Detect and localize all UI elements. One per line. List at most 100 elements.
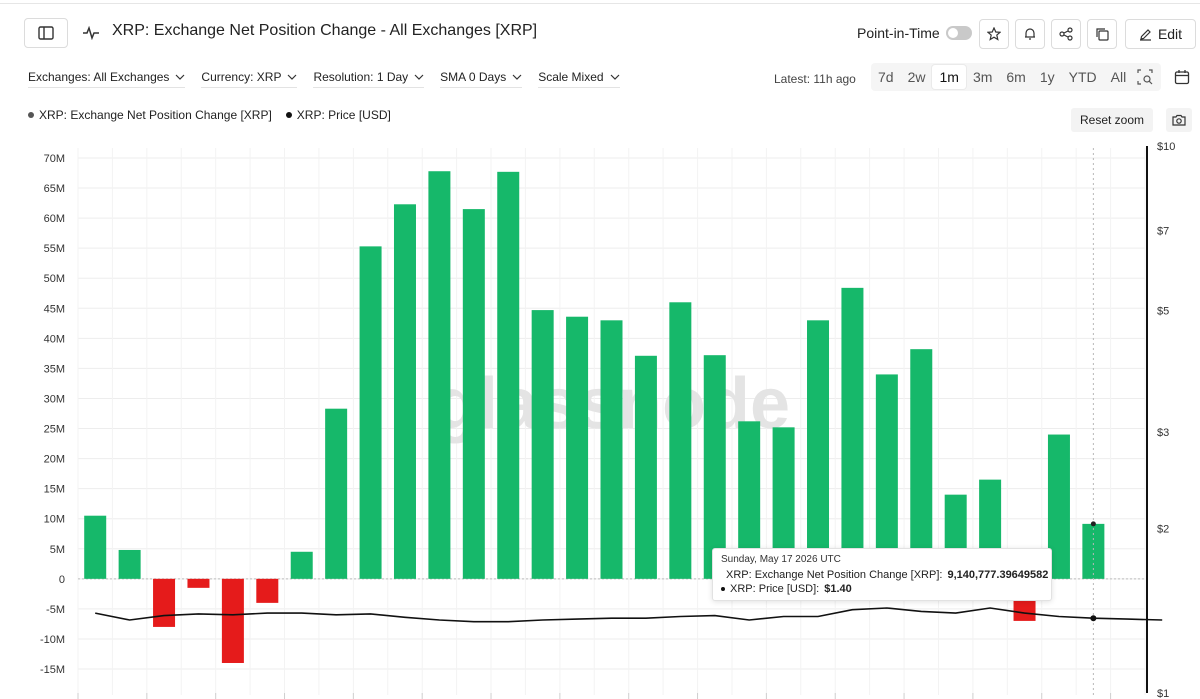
screenshot-button[interactable] — [1166, 108, 1192, 132]
price-line — [95, 607, 1163, 623]
y-left-tick-label: -10M — [40, 634, 65, 646]
y-left-tick-label: 0 — [59, 574, 65, 586]
y-right-tick-label: $1 — [1157, 688, 1169, 699]
tooltip-date: Sunday, May 17 2026 UTC — [721, 554, 841, 565]
reset-zoom-button[interactable]: Reset zoom — [1071, 108, 1153, 132]
y-left-tick-label: 10M — [44, 514, 65, 526]
range-ytd[interactable]: YTD — [1068, 69, 1097, 85]
bar — [600, 320, 623, 579]
y-left-tick-label: 20M — [44, 454, 65, 466]
range-3m[interactable]: 3m — [972, 69, 993, 85]
scale-dropdown[interactable]: Scale Mixed — [538, 70, 620, 88]
bar — [118, 549, 141, 579]
sidebar-toggle-button[interactable] — [24, 18, 68, 48]
edit-button[interactable]: Edit — [1125, 19, 1196, 49]
y-right-tick-label: $3 — [1157, 427, 1169, 439]
hover-marker-price — [1090, 615, 1097, 622]
bar — [807, 320, 830, 579]
share-button[interactable] — [1051, 19, 1081, 49]
bars — [84, 171, 1105, 663]
exchanges-dropdown-label: Exchanges: All Exchanges — [28, 69, 170, 84]
chevron-down-icon — [414, 74, 424, 80]
chart-legend: XRP: Exchange Net Position Change [XRP] … — [28, 108, 391, 122]
bar — [875, 374, 898, 579]
legend-dot — [28, 112, 34, 118]
alert-button[interactable] — [1015, 19, 1045, 49]
legend-item-net-position[interactable]: XRP: Exchange Net Position Change [XRP] — [28, 108, 272, 122]
bar — [393, 204, 416, 579]
bar — [1047, 434, 1070, 579]
zoom-select-icon[interactable] — [1137, 69, 1153, 85]
bar — [428, 171, 451, 579]
y-right-tick-label: $10 — [1157, 141, 1175, 153]
exchanges-dropdown[interactable]: Exchanges: All Exchanges — [28, 69, 186, 88]
camera-icon — [1172, 114, 1186, 126]
range-all[interactable]: All — [1110, 69, 1127, 85]
range-6m[interactable]: 6m — [1006, 69, 1026, 85]
axes: 70M 65M 60M 55M 50M 45M 40M 35M 30M 25M 20M 15M 10M 5… — [40, 141, 1175, 699]
calendar-button[interactable] — [1168, 63, 1196, 91]
y-right-tick-label: $7 — [1157, 226, 1169, 238]
time-range-selector: 7d 2w 1m 3m 6m 1y YTD All — [871, 63, 1161, 91]
bar — [153, 578, 176, 627]
point-in-time-label: Point-in-Time — [857, 25, 940, 41]
bar — [1082, 523, 1105, 579]
bar — [290, 551, 313, 579]
currency-dropdown-label: Currency: XRP — [201, 69, 282, 84]
y-left-tick-label: 30M — [44, 393, 65, 405]
page-title: XRP: Exchange Net Position Change - All … — [112, 22, 538, 39]
hover-markers — [1090, 148, 1097, 695]
filter-bar: Exchanges: All Exchanges Currency: XRP R… — [28, 70, 636, 88]
y-left-tick-label: -15M — [40, 664, 65, 676]
currency-dropdown[interactable]: Currency: XRP — [201, 69, 298, 88]
copy-icon — [1096, 28, 1109, 41]
pencil-icon — [1139, 28, 1151, 41]
resolution-dropdown[interactable]: Resolution: 1 Day — [313, 70, 425, 88]
legend-item-price[interactable]: XRP: Price [USD] — [285, 108, 391, 122]
sidebar-icon — [38, 26, 54, 40]
chevron-down-icon — [175, 74, 185, 80]
metric-pulse-icon — [83, 26, 99, 40]
y-right-tick-label: $2 — [1157, 523, 1169, 535]
range-2w[interactable]: 2w — [907, 69, 926, 85]
legend-dot — [285, 112, 292, 118]
y-left-tick-label: 5M — [50, 544, 65, 556]
tooltip-row-value: $1.40 — [824, 583, 852, 595]
y-left-tick-label: 65M — [44, 183, 65, 195]
edit-label: Edit — [1157, 26, 1183, 42]
bar — [910, 349, 933, 579]
sma-dropdown[interactable]: SMA 0 Days — [440, 69, 523, 88]
bar — [221, 578, 244, 663]
y-left-tick-label: 15M — [44, 484, 65, 496]
bar — [634, 355, 657, 579]
bar — [256, 578, 279, 603]
chevron-down-icon — [288, 74, 297, 80]
chevron-down-icon — [610, 74, 620, 80]
tooltip-row-value: 9,140,777.39649582 — [947, 569, 1049, 581]
range-7d[interactable]: 7d — [878, 69, 894, 85]
bar — [772, 427, 795, 579]
range-1y[interactable]: 1y — [1039, 69, 1055, 85]
tooltip-row-price: XRP: Price [USD]: $1.40 — [721, 583, 1043, 595]
chart-canvas[interactable]: glassnode 70M65M60M55M50M45M40M35M30M25M… — [0, 130, 1200, 699]
bar — [325, 408, 348, 579]
bar — [738, 421, 761, 579]
y-left-tick-label: 45M — [44, 303, 65, 315]
calendar-icon — [1174, 70, 1190, 85]
chevron-down-icon — [512, 74, 522, 80]
y-left-tick-label: 25M — [44, 424, 65, 436]
hover-marker-bar — [1090, 521, 1096, 527]
bar — [703, 355, 726, 579]
favorite-button[interactable] — [979, 19, 1009, 49]
point-in-time-toggle[interactable] — [946, 26, 972, 40]
bar — [84, 515, 107, 579]
y-left-tick-label: -5M — [46, 604, 65, 616]
bar — [359, 246, 382, 579]
bar — [669, 302, 692, 579]
bar — [841, 287, 864, 579]
legend-label: XRP: Exchange Net Position Change [XRP] — [39, 108, 272, 122]
sma-dropdown-label: SMA 0 Days — [440, 69, 507, 84]
range-1m[interactable]: 1m — [932, 65, 966, 89]
duplicate-button[interactable] — [1087, 19, 1117, 49]
bar — [497, 171, 520, 579]
